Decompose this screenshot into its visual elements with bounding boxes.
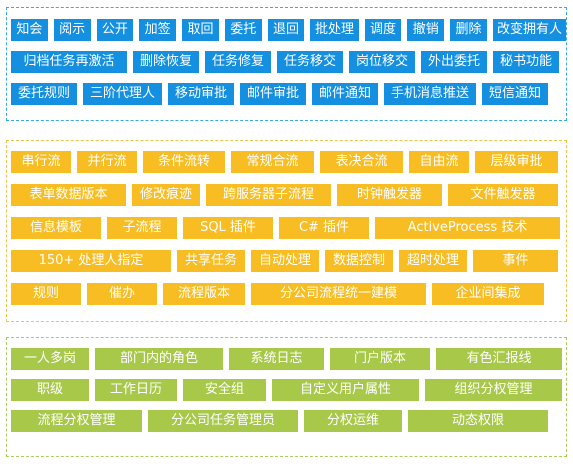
feature-tag: 分公司任务管理员 bbox=[148, 410, 298, 432]
feature-tag: 加签 bbox=[139, 19, 177, 41]
panel-yellow-features: 串行流 并行流 条件流转 常规合流 表决合流 自由流 层级审批 表单数据版本 修… bbox=[6, 140, 567, 322]
feature-row: 一人多岗 部门内的角色 系统日志 门户版本 有色汇报线 bbox=[11, 348, 566, 370]
feature-tag: C# 插件 bbox=[279, 217, 369, 239]
feature-tag: 职级 bbox=[11, 379, 89, 401]
feature-tag: 文件触发器 bbox=[448, 184, 558, 206]
feature-tag: 自定义用户属性 bbox=[272, 379, 419, 401]
feature-tag: 动态权限 bbox=[408, 410, 548, 432]
feature-row: 串行流 并行流 条件流转 常规合流 表决合流 自由流 层级审批 bbox=[11, 151, 566, 173]
feature-tag: 短信通知 bbox=[482, 83, 548, 105]
feature-tag: ActiveProcess 技术 bbox=[375, 217, 560, 239]
feature-row: 职级 工作日历 安全组 自定义用户属性 组织分权管理 bbox=[11, 379, 566, 401]
feature-row: 知会 阅示 公开 加签 取回 委托 退回 批处理 调度 撤销 删除 改变拥有人 bbox=[11, 19, 566, 41]
feature-tag: 邮件审批 bbox=[240, 83, 306, 105]
feature-tag: 信息模板 bbox=[11, 217, 101, 239]
feature-tag: 安全组 bbox=[183, 379, 266, 401]
feature-tag: 知会 bbox=[11, 19, 48, 41]
feature-tag: 自由流 bbox=[409, 151, 469, 173]
feature-tag: SQL 插件 bbox=[183, 217, 273, 239]
feature-tag: 退回 bbox=[267, 19, 305, 41]
feature-tag: 调度 bbox=[364, 19, 402, 41]
panel-blue-features: 知会 阅示 公开 加签 取回 委托 退回 批处理 调度 撤销 删除 改变拥有人 … bbox=[6, 7, 567, 121]
feature-tag: 公开 bbox=[96, 19, 134, 41]
feature-tag: 移动审批 bbox=[168, 83, 234, 105]
feature-tag: 分权运维 bbox=[304, 410, 402, 432]
feature-tag: 组织分权管理 bbox=[425, 379, 562, 401]
feature-row: 150+ 处理人指定 共享任务 自动处理 数据控制 超时处理 事件 bbox=[11, 250, 566, 272]
feature-tag: 时钟触发器 bbox=[337, 184, 442, 206]
feature-row: 委托规则 三阶代理人 移动审批 邮件审批 邮件通知 手机消息推送 短信通知 bbox=[11, 83, 566, 105]
feature-tag: 归档任务再激活 bbox=[11, 51, 127, 73]
feature-row: 表单数据版本 修改痕迹 跨服务器子流程 时钟触发器 文件触发器 bbox=[11, 184, 566, 206]
feature-tag: 数据控制 bbox=[325, 250, 393, 272]
feature-tag: 自动处理 bbox=[251, 250, 319, 272]
feature-tag: 催办 bbox=[87, 283, 157, 305]
feature-tag: 秘书功能 bbox=[493, 51, 559, 73]
feature-tag: 跨服务器子流程 bbox=[206, 184, 331, 206]
feature-tag: 超时处理 bbox=[399, 250, 467, 272]
feature-row: 规则 催办 流程版本 分公司流程统一建模 企业间集成 bbox=[11, 283, 566, 305]
feature-tag: 流程分权管理 bbox=[11, 410, 142, 432]
feature-tag: 系统日志 bbox=[229, 348, 324, 370]
feature-tag: 事件 bbox=[473, 250, 558, 272]
feature-row: 归档任务再激活 删除恢复 任务修复 任务移交 岗位移交 外出委托 秘书功能 bbox=[11, 51, 566, 73]
panel-green-features: 一人多岗 部门内的角色 系统日志 门户版本 有色汇报线 职级 工作日历 安全组 … bbox=[6, 337, 567, 457]
feature-tag: 手机消息推送 bbox=[384, 83, 476, 105]
feature-tag: 改变拥有人 bbox=[492, 19, 566, 41]
feature-tag: 门户版本 bbox=[330, 348, 430, 370]
feature-tag: 串行流 bbox=[11, 151, 71, 173]
feature-tag: 分公司流程统一建模 bbox=[251, 283, 426, 305]
feature-tag: 任务移交 bbox=[277, 51, 343, 73]
feature-tag: 委托规则 bbox=[11, 83, 77, 105]
feature-tag: 委托 bbox=[224, 19, 262, 41]
feature-tag: 常规合流 bbox=[231, 151, 314, 173]
feature-tag: 一人多岗 bbox=[11, 348, 89, 370]
feature-tag: 邮件通知 bbox=[312, 83, 378, 105]
feature-row: 信息模板 子流程 SQL 插件 C# 插件 ActiveProcess 技术 bbox=[11, 217, 566, 239]
feature-tag: 批处理 bbox=[310, 19, 359, 41]
feature-tag: 共享任务 bbox=[177, 250, 245, 272]
feature-tag: 表决合流 bbox=[320, 151, 403, 173]
feature-tag: 岗位移交 bbox=[349, 51, 415, 73]
feature-tag: 删除 bbox=[450, 19, 487, 41]
feature-tag: 条件流转 bbox=[143, 151, 225, 173]
feature-tag: 删除恢复 bbox=[133, 51, 199, 73]
feature-tag: 三阶代理人 bbox=[83, 83, 162, 105]
feature-tag: 阅示 bbox=[53, 19, 91, 41]
feature-tag: 修改痕迹 bbox=[132, 184, 200, 206]
feature-tag: 撤销 bbox=[407, 19, 445, 41]
feature-tag: 规则 bbox=[11, 283, 81, 305]
feature-tag: 部门内的角色 bbox=[95, 348, 223, 370]
feature-tag: 工作日历 bbox=[95, 379, 177, 401]
feature-tag: 取回 bbox=[182, 19, 219, 41]
feature-tag: 并行流 bbox=[77, 151, 137, 173]
feature-tag: 表单数据版本 bbox=[11, 184, 126, 206]
feature-tag: 任务修复 bbox=[205, 51, 271, 73]
feature-tag: 层级审批 bbox=[475, 151, 558, 173]
feature-tag: 企业间集成 bbox=[432, 283, 544, 305]
feature-tag: 有色汇报线 bbox=[436, 348, 562, 370]
feature-tag: 外出委托 bbox=[421, 51, 487, 73]
feature-tag: 流程版本 bbox=[163, 283, 245, 305]
feature-tag: 150+ 处理人指定 bbox=[11, 250, 171, 272]
feature-tag: 子流程 bbox=[107, 217, 177, 239]
feature-row: 流程分权管理 分公司任务管理员 分权运维 动态权限 bbox=[11, 410, 566, 432]
